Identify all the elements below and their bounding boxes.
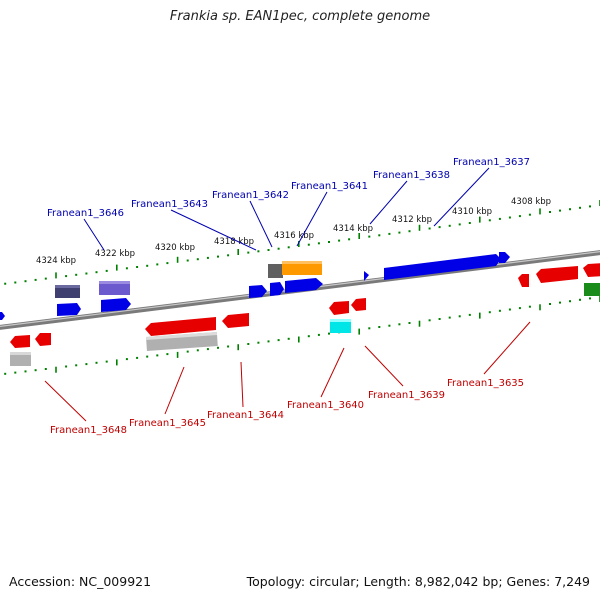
gene-feature[interactable] — [35, 333, 51, 346]
gene-label[interactable]: Franean1_3646 — [47, 208, 124, 219]
gene-label[interactable]: Franean1_3645 — [129, 418, 206, 429]
gene-label-leaders — [44, 167, 531, 422]
gene-features-top-strand — [0, 252, 600, 320]
gene-feature[interactable] — [518, 274, 529, 287]
kbp-tick-label: 4322 kbp — [95, 249, 135, 259]
kbp-tick-label: 4314 kbp — [333, 224, 373, 234]
gene-feature[interactable] — [584, 283, 600, 296]
gene-feature[interactable] — [285, 278, 323, 293]
gene-feature[interactable] — [57, 303, 81, 316]
gene-feature[interactable] — [330, 319, 351, 333]
gene-feature[interactable] — [101, 298, 131, 312]
gene-label[interactable]: Franean1_3641 — [291, 181, 368, 192]
kbp-tick-row-bottom — [4, 296, 600, 375]
leader-line — [249, 200, 273, 248]
leader-line — [369, 180, 408, 225]
leader-line — [164, 366, 185, 415]
leader-line — [433, 167, 490, 227]
gene-feature[interactable] — [0, 312, 5, 320]
kbp-tick-label: 4320 kbp — [155, 243, 195, 253]
gene-feature[interactable] — [282, 261, 322, 275]
gene-label[interactable]: Franean1_3643 — [131, 199, 208, 210]
leader-line — [240, 361, 244, 408]
gene-feature[interactable] — [55, 285, 80, 288]
kbp-tick-label: 4312 kbp — [392, 215, 432, 225]
gene-feature[interactable] — [10, 335, 30, 348]
gene-feature[interactable] — [99, 281, 130, 295]
gene-feature[interactable] — [583, 263, 600, 277]
gene-feature[interactable] — [351, 298, 366, 311]
gene-feature[interactable] — [10, 352, 31, 355]
gene-feature[interactable] — [99, 281, 130, 284]
gene-label[interactable]: Franean1_3640 — [287, 400, 364, 411]
genome-summary-text: Topology: circular; Length: 8,982,042 bp… — [246, 574, 590, 589]
gene-label[interactable]: Franean1_3635 — [447, 378, 524, 389]
gene-feature[interactable] — [249, 285, 267, 298]
gene-feature[interactable] — [282, 261, 322, 264]
kbp-tick-label: 4316 kbp — [274, 231, 314, 241]
gene-feature[interactable] — [270, 282, 284, 296]
accession-text: Accession: NC_009921 — [9, 574, 152, 589]
gene-feature[interactable] — [330, 319, 351, 322]
gene-label[interactable]: Franean1_3642 — [212, 190, 289, 201]
gene-feature[interactable] — [499, 252, 510, 263]
gene-label[interactable]: Franean1_3644 — [207, 410, 284, 421]
kbp-tick-label: 4308 kbp — [511, 197, 551, 207]
kbp-tick-label: 4324 kbp — [36, 256, 76, 266]
leader-line — [320, 347, 345, 398]
gene-feature[interactable] — [222, 313, 249, 328]
gene-labels-top: Franean1_3646 Franean1_3643 Franean1_364… — [47, 157, 530, 219]
leader-line — [83, 218, 105, 251]
kbp-tick-labels: 4324 kbp 4322 kbp 4320 kbp 4318 kbp 4316… — [36, 197, 551, 266]
gene-feature[interactable] — [536, 266, 578, 283]
leader-line — [44, 380, 87, 422]
gene-features-bottom-strand — [10, 298, 366, 366]
leader-line — [170, 209, 257, 251]
gene-feature[interactable] — [384, 254, 501, 280]
gene-feature[interactable] — [364, 271, 369, 281]
gene-feature[interactable] — [145, 317, 216, 336]
gene-label[interactable]: Franean1_3639 — [368, 390, 445, 401]
gene-label[interactable]: Franean1_3638 — [373, 170, 450, 181]
gene-label[interactable]: Franean1_3648 — [50, 425, 127, 436]
gene-feature[interactable] — [146, 332, 218, 340]
leader-line — [483, 321, 531, 375]
gene-feature[interactable] — [55, 285, 80, 298]
kbp-tick-row-top — [4, 200, 600, 285]
genome-title: Frankia sp. EAN1pec, complete genome — [169, 9, 431, 24]
gene-feature[interactable] — [268, 264, 283, 278]
leader-line — [364, 345, 404, 387]
kbp-tick-label: 4310 kbp — [452, 207, 492, 217]
leader-line — [296, 191, 328, 247]
gene-feature[interactable] — [329, 301, 349, 315]
gene-label[interactable]: Franean1_3637 — [453, 157, 530, 168]
gene-feature[interactable] — [10, 352, 31, 366]
gene-labels-bottom: Franean1_3648 Franean1_3645 Franean1_364… — [50, 378, 524, 436]
kbp-tick-label: 4318 kbp — [214, 237, 254, 247]
